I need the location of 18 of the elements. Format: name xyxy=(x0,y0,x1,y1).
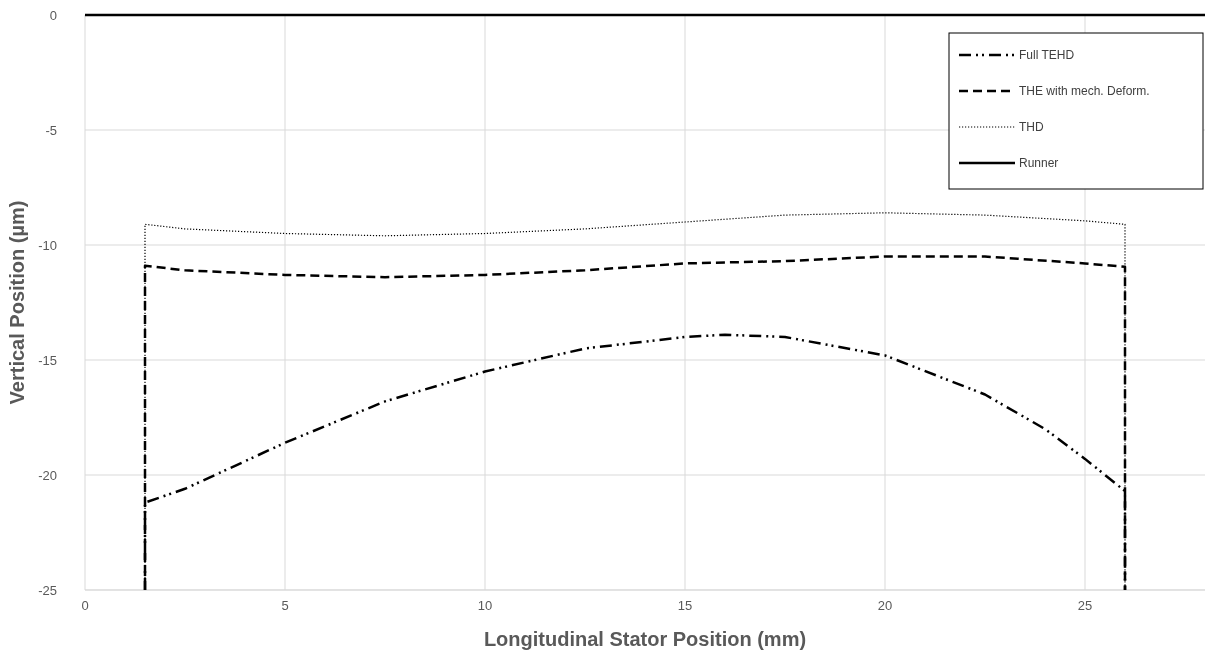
y-tick-label: -25 xyxy=(38,583,57,598)
legend-label: THD xyxy=(1019,120,1044,134)
legend-label: THE with mech. Deform. xyxy=(1019,84,1150,98)
x-tick-label: 10 xyxy=(477,598,493,613)
x-axis-title: Longitudinal Stator Position (mm) xyxy=(483,628,807,650)
x-tick-label: 20 xyxy=(877,598,893,613)
x-tick-label: 25 xyxy=(1077,598,1093,613)
x-tick-label: 5 xyxy=(281,598,289,613)
y-tick-label: -10 xyxy=(38,238,57,253)
legend-label: Full TEHD xyxy=(1019,48,1075,62)
legend-label: Runner xyxy=(1019,156,1059,170)
x-tick-label: 0 xyxy=(81,598,89,613)
y-axis-title: Vertical Position (µm) xyxy=(6,200,28,405)
y-tick-label: -5 xyxy=(45,123,57,138)
y-tick-label: -15 xyxy=(38,353,57,368)
y-tick-label: 0 xyxy=(49,8,57,23)
y-tick-label: -20 xyxy=(38,468,57,483)
x-tick-label: 15 xyxy=(677,598,693,613)
